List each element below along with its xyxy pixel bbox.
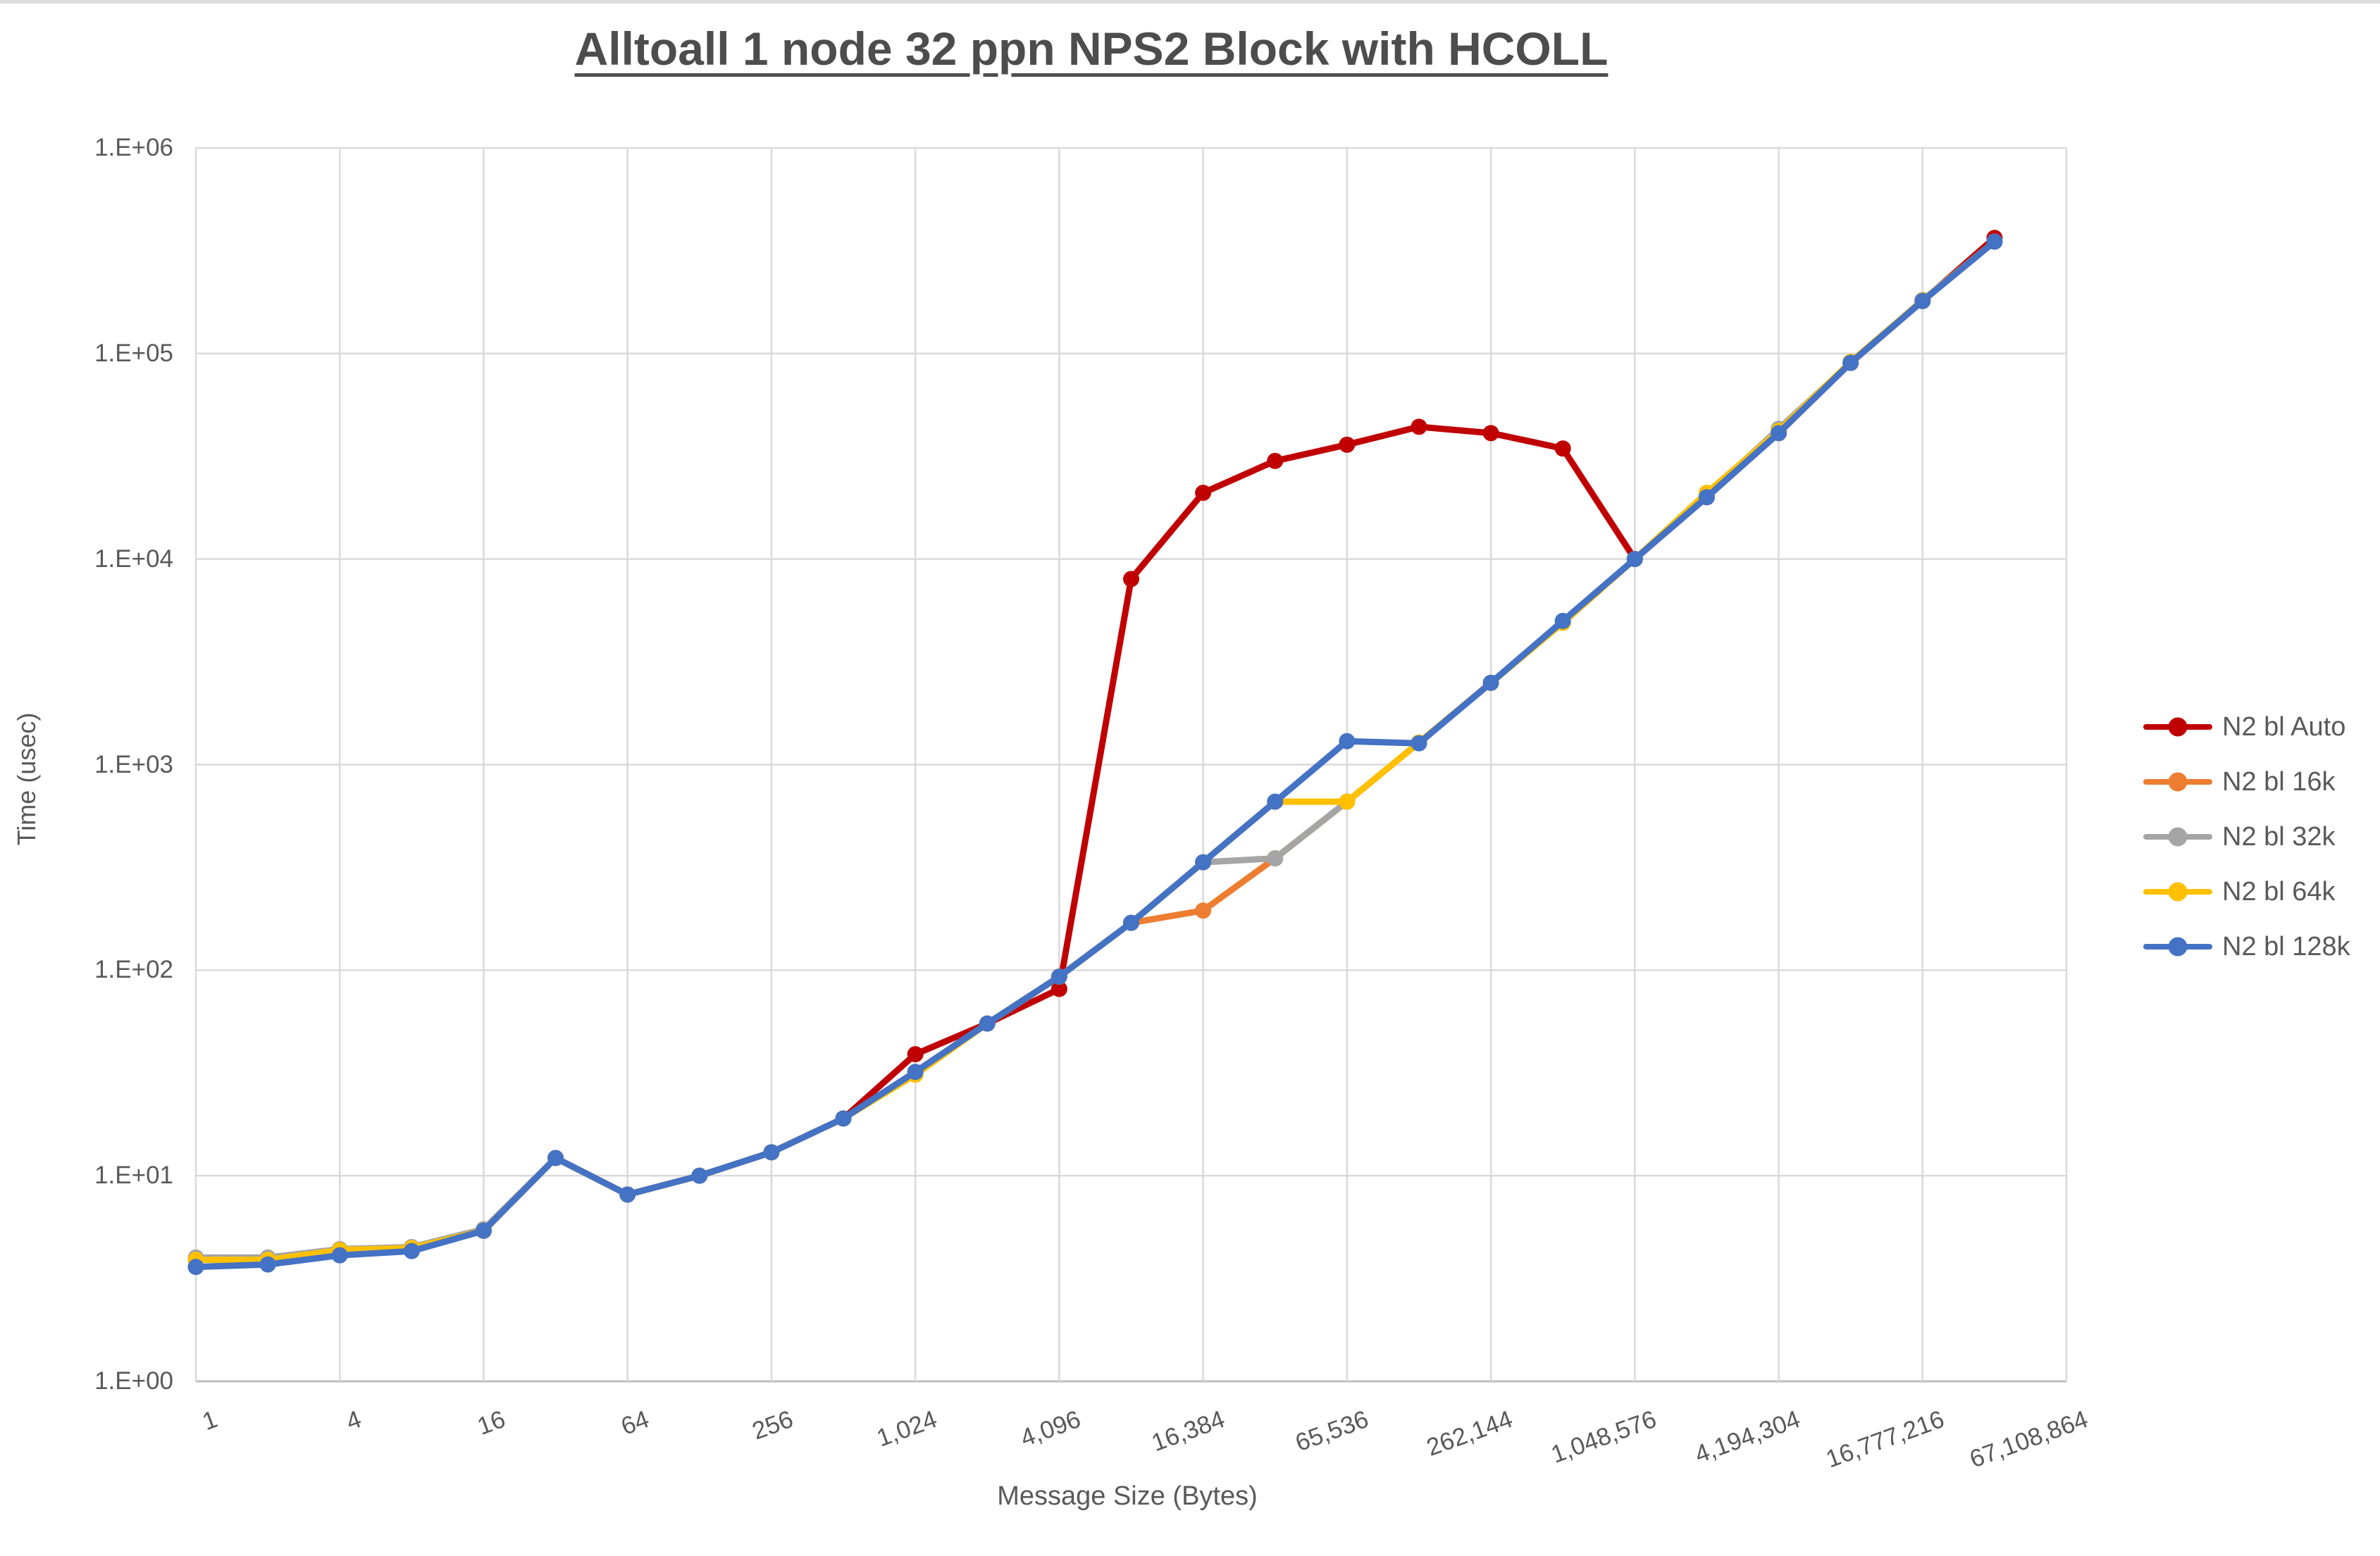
legend-line-marker-icon (2143, 717, 2212, 737)
legend-line-marker-icon (2143, 827, 2212, 847)
y-tick-label: 1.E+03 (94, 750, 173, 778)
legend-line-marker-icon (2143, 882, 2212, 902)
plot-area (187, 147, 2068, 1383)
data-point (1842, 354, 1859, 371)
legend-label: N2 bl 16k (2222, 766, 2336, 797)
legend-item-n2-bl-128k: N2 bl 128k (2143, 919, 2350, 974)
series-line-n2-bl-16k (192, 238, 1998, 1264)
data-point (1986, 233, 2003, 250)
data-point (1050, 981, 1067, 997)
data-point (907, 1046, 924, 1063)
series-line-n2-bl-128k (192, 238, 1998, 1271)
y-tick-label: 1.E+04 (94, 544, 173, 573)
legend-dot-icon (2168, 937, 2188, 957)
data-point (403, 1243, 420, 1259)
data-point (1554, 613, 1571, 630)
data-point (1482, 674, 1499, 691)
data-point (979, 1015, 996, 1032)
data-point (547, 1150, 564, 1166)
data-point (331, 1247, 348, 1264)
data-point (1626, 551, 1643, 568)
data-point (1195, 485, 1212, 502)
legend-item-n2-bl-64k: N2 bl 64k (2143, 864, 2350, 919)
data-point (1914, 292, 1931, 309)
data-point (1482, 425, 1499, 442)
data-point (1123, 914, 1139, 931)
data-point (691, 1167, 708, 1184)
y-axis-title: Time (usec) (12, 712, 41, 846)
data-point (1339, 793, 1356, 810)
y-tick-label: 1.E+00 (94, 1367, 173, 1395)
data-point (1195, 854, 1212, 871)
legend-item-n2-bl-16k: N2 bl 16k (2143, 754, 2350, 809)
data-point (1411, 735, 1427, 752)
legend-label: N2 bl 64k (2222, 876, 2336, 907)
series-line-n2-bl-64k (192, 238, 1998, 1264)
data-point (1339, 733, 1356, 749)
data-point (907, 1064, 924, 1081)
data-point (187, 1259, 204, 1276)
legend-dot-icon (2168, 772, 2188, 792)
data-point (1771, 425, 1787, 442)
y-tick-label: 1.E+02 (94, 956, 173, 984)
data-point (1339, 436, 1356, 453)
legend-dot-icon (2168, 827, 2188, 847)
legend-item-n2-bl-auto: N2 bl Auto (2143, 699, 2350, 754)
data-point (1698, 489, 1715, 506)
data-point (1554, 440, 1571, 457)
series-line-n2-bl-auto (192, 235, 1998, 1264)
legend-item-n2-bl-32k: N2 bl 32k (2143, 809, 2350, 864)
data-point (1195, 902, 1212, 919)
y-tick-label: 1.E+01 (94, 1162, 173, 1190)
legend-label: N2 bl Auto (2222, 711, 2346, 742)
legend: N2 bl Auto N2 bl 16k N2 bl 32k N2 bl 64k N2 … (2143, 699, 2350, 974)
legend-label: N2 bl 128k (2222, 931, 2350, 961)
data-point (763, 1144, 780, 1161)
data-point (619, 1186, 636, 1203)
data-point (1123, 571, 1139, 587)
chart-title: Alltoall 1 node 32 ppn NPS2 Block with H… (574, 23, 1609, 75)
y-tick-label: 1.E+06 (94, 134, 173, 161)
data-point (475, 1222, 492, 1239)
legend-line-marker-icon (2143, 937, 2212, 957)
x-axis-title: Message Size (Bytes) (997, 1481, 1258, 1511)
data-point (1267, 452, 1284, 469)
legend-line-marker-icon (2143, 772, 2212, 792)
series-line-n2-bl-32k (192, 238, 1998, 1261)
y-tick-label: 1.E+05 (94, 339, 173, 367)
data-point (1050, 969, 1067, 985)
legend-dot-icon (2168, 882, 2188, 902)
legend-dot-icon (2168, 717, 2188, 737)
data-point (1267, 850, 1284, 867)
legend-label: N2 bl 32k (2222, 821, 2336, 852)
data-point (835, 1110, 852, 1127)
data-point (259, 1256, 276, 1273)
data-point (1267, 793, 1284, 810)
data-point (1411, 418, 1427, 435)
